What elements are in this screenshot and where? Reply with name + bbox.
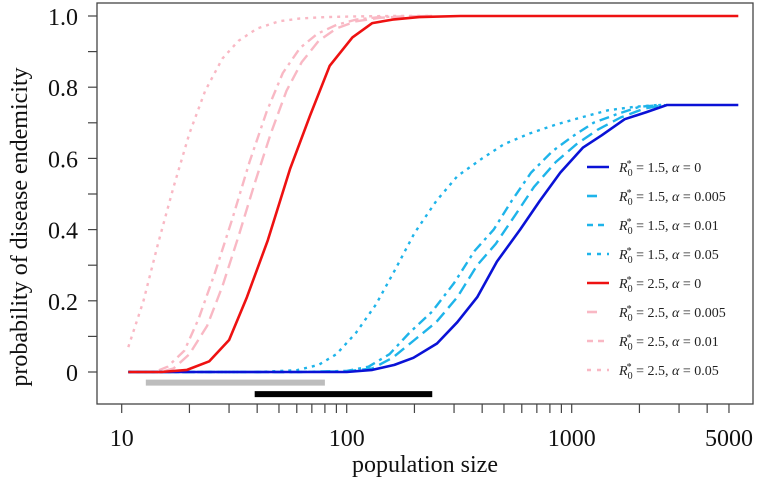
x-axis-title: population size <box>352 452 498 478</box>
series-line-0 <box>128 103 739 374</box>
series-line-2 <box>128 103 662 374</box>
y-axis: 0 0.2 0.4 0.6 0.8 1.0 <box>48 5 97 387</box>
legend-entry: R0* = 2.5, α = 0.05 <box>587 362 719 382</box>
legend-entry: R0* = 2.5, α = 0 <box>587 275 701 295</box>
plot-frame <box>96 2 754 405</box>
x-tick-label: 5000 <box>705 426 753 452</box>
legend-label: R0* = 2.5, α = 0.05 <box>618 362 719 382</box>
y-tick-label: 0.2 <box>48 290 78 316</box>
legend-label: R0* = 1.5, α = 0 <box>618 159 701 179</box>
legend-label: R0* = 2.5, α = 0.01 <box>618 333 719 353</box>
y-tick-label: 0.8 <box>48 76 78 102</box>
x-tick-label: 1000 <box>548 426 596 452</box>
y-tick-label: 0.6 <box>48 147 78 173</box>
y-tick-label: 0.4 <box>48 219 78 245</box>
y-tick-label: 1.0 <box>48 5 78 31</box>
legend-entry: R0* = 1.5, α = 0 <box>587 159 701 179</box>
x-tick-label: 100 <box>329 426 365 452</box>
legend-entry: R0* = 1.5, α = 0.01 <box>587 217 719 237</box>
legend-label: R0* = 1.5, α = 0.05 <box>618 246 719 266</box>
legend-label: R0* = 1.5, α = 0.01 <box>618 217 719 237</box>
legend-entry: R0* = 1.5, α = 0.05 <box>587 246 719 266</box>
x-axis: 10 100 1000 5000 <box>110 404 753 452</box>
legend-label: R0* = 2.5, α = 0.005 <box>618 304 726 324</box>
series-line-4 <box>128 14 739 374</box>
y-axis-title: probability of disease endemicity <box>7 67 33 386</box>
legend-label: R0* = 2.5, α = 0 <box>618 275 701 295</box>
x-tick-label: 10 <box>110 426 134 452</box>
legend-entry: R0* = 2.5, α = 0.01 <box>587 333 719 353</box>
series-line-3 <box>128 103 658 374</box>
legend-entry: R0* = 2.5, α = 0.005 <box>587 304 726 324</box>
range-bars <box>145 379 433 398</box>
legend-label: R0* = 1.5, α = 0.005 <box>618 188 726 208</box>
series-line-1 <box>128 103 666 374</box>
series-line-7 <box>127 14 429 348</box>
series-line-5 <box>128 14 433 374</box>
y-tick-label: 0 <box>66 361 78 387</box>
legend-entry: R0* = 1.5, α = 0.005 <box>587 188 726 208</box>
series-line-6 <box>128 14 429 374</box>
series-lines <box>127 14 739 374</box>
legend: R0* = 1.5, α = 0 R0* = 1.5, α = 0.005 R0* … <box>587 159 726 382</box>
